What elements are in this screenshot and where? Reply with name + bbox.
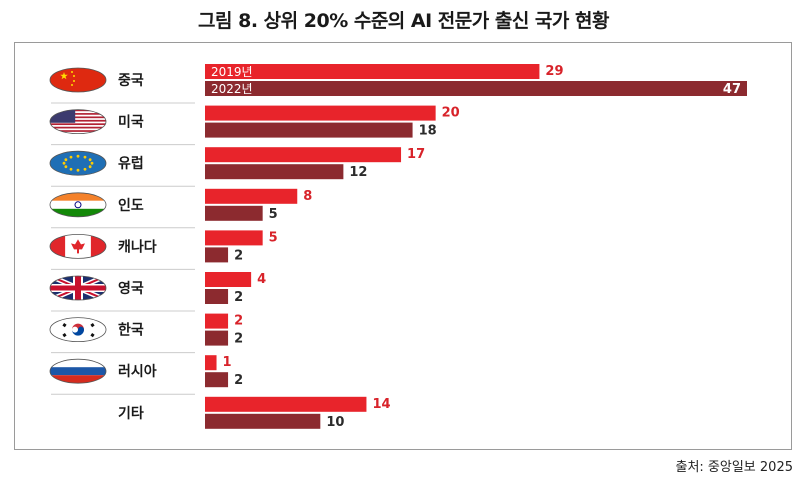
bar-2022	[205, 247, 229, 263]
value-label-2022: 2	[234, 373, 243, 388]
bar-2019	[205, 313, 229, 329]
legend-label-2019: 2019년	[211, 65, 253, 79]
value-label-2019: 4	[257, 272, 266, 287]
bar-2022	[205, 413, 321, 429]
chart-frame: 중국 29 47 2019년 2022년 미국 20 18 유럽 17 12 인도 8 5 캐나다 5 2 영국 4…	[14, 42, 792, 450]
bar-chart: 중국29472019년2022년미국2018유럽1712인도85캐나다52영국4…	[49, 64, 747, 430]
value-label-2022: 10	[326, 415, 344, 430]
value-label-2022: 2	[234, 290, 243, 305]
value-label-2019: 29	[545, 64, 563, 79]
value-label-2022: 2	[234, 248, 243, 263]
canada-flag-icon	[49, 233, 107, 259]
category-label: 러시아	[118, 363, 157, 380]
chart-row-8: 기타 14 10	[118, 396, 391, 430]
value-label-2022: 12	[349, 165, 367, 180]
bar-2019	[205, 272, 252, 287]
india-flag-icon	[49, 192, 107, 218]
category-label: 유럽	[118, 156, 144, 172]
category-label: 미국	[118, 115, 144, 131]
bar-2022	[205, 372, 229, 388]
category-label: 영국	[118, 280, 144, 297]
bar-2019	[205, 188, 298, 204]
usa-flag-icon	[49, 109, 107, 134]
bar-2019	[205, 230, 263, 246]
bar-2022	[205, 81, 747, 96]
bar-2019	[205, 64, 540, 79]
bar-2019	[205, 147, 402, 163]
category-label: 한국	[118, 323, 144, 339]
value-label-2019: 14	[372, 397, 390, 412]
chart-row-2: 유럽 17 12	[49, 147, 425, 187]
eu-flag-icon	[49, 150, 107, 176]
category-label: 캐나다	[118, 239, 157, 255]
category-label: 중국	[118, 73, 144, 89]
korea-flag-icon	[49, 317, 107, 343]
russia-flag-icon	[49, 358, 107, 384]
value-label-2019: 2	[234, 314, 243, 329]
value-label-2019: 8	[303, 189, 312, 204]
chart-row-5: 영국 42	[49, 272, 266, 312]
chart-row-3: 인도 8 5	[49, 188, 312, 229]
bar-2022	[205, 330, 229, 346]
bar-2019	[205, 396, 367, 412]
bar-2019	[205, 355, 217, 371]
category-label: 기타	[118, 406, 144, 422]
bar-2022	[205, 289, 229, 304]
category-label: 인도	[118, 197, 144, 214]
bar-2022	[205, 122, 413, 138]
bar-2022	[205, 164, 344, 180]
value-label-2019: 1	[223, 355, 232, 370]
legend-label-2022: 2022년	[211, 82, 253, 96]
source-note: 출처: 중앙일보 2025	[675, 460, 794, 475]
chart-row-7: 러시아 12	[49, 355, 243, 395]
value-label-2022: 2	[234, 332, 243, 347]
china-flag-icon	[49, 67, 107, 93]
chart-row-1: 미국 20 18	[49, 105, 460, 146]
value-label-2022: 18	[419, 124, 437, 139]
bar-2022	[205, 205, 263, 221]
uk-flag-icon	[49, 275, 107, 301]
chart-row-6: 한국 2 2	[49, 313, 243, 354]
value-label-2019: 5	[269, 230, 278, 245]
value-label-2019: 20	[442, 106, 460, 121]
value-label-2022: 5	[269, 207, 278, 222]
chart-row-0: 중국 29 47 2019년 2022년	[49, 64, 747, 104]
value-label-2022: 47	[723, 82, 741, 97]
bar-2019	[205, 105, 436, 121]
value-label-2019: 17	[407, 147, 425, 162]
chart-title: 그림 8. 상위 20% 수준의 AI 전문가 출신 국가 현황	[198, 10, 609, 32]
chart-row-4: 캐나다 5 2	[49, 230, 278, 270]
